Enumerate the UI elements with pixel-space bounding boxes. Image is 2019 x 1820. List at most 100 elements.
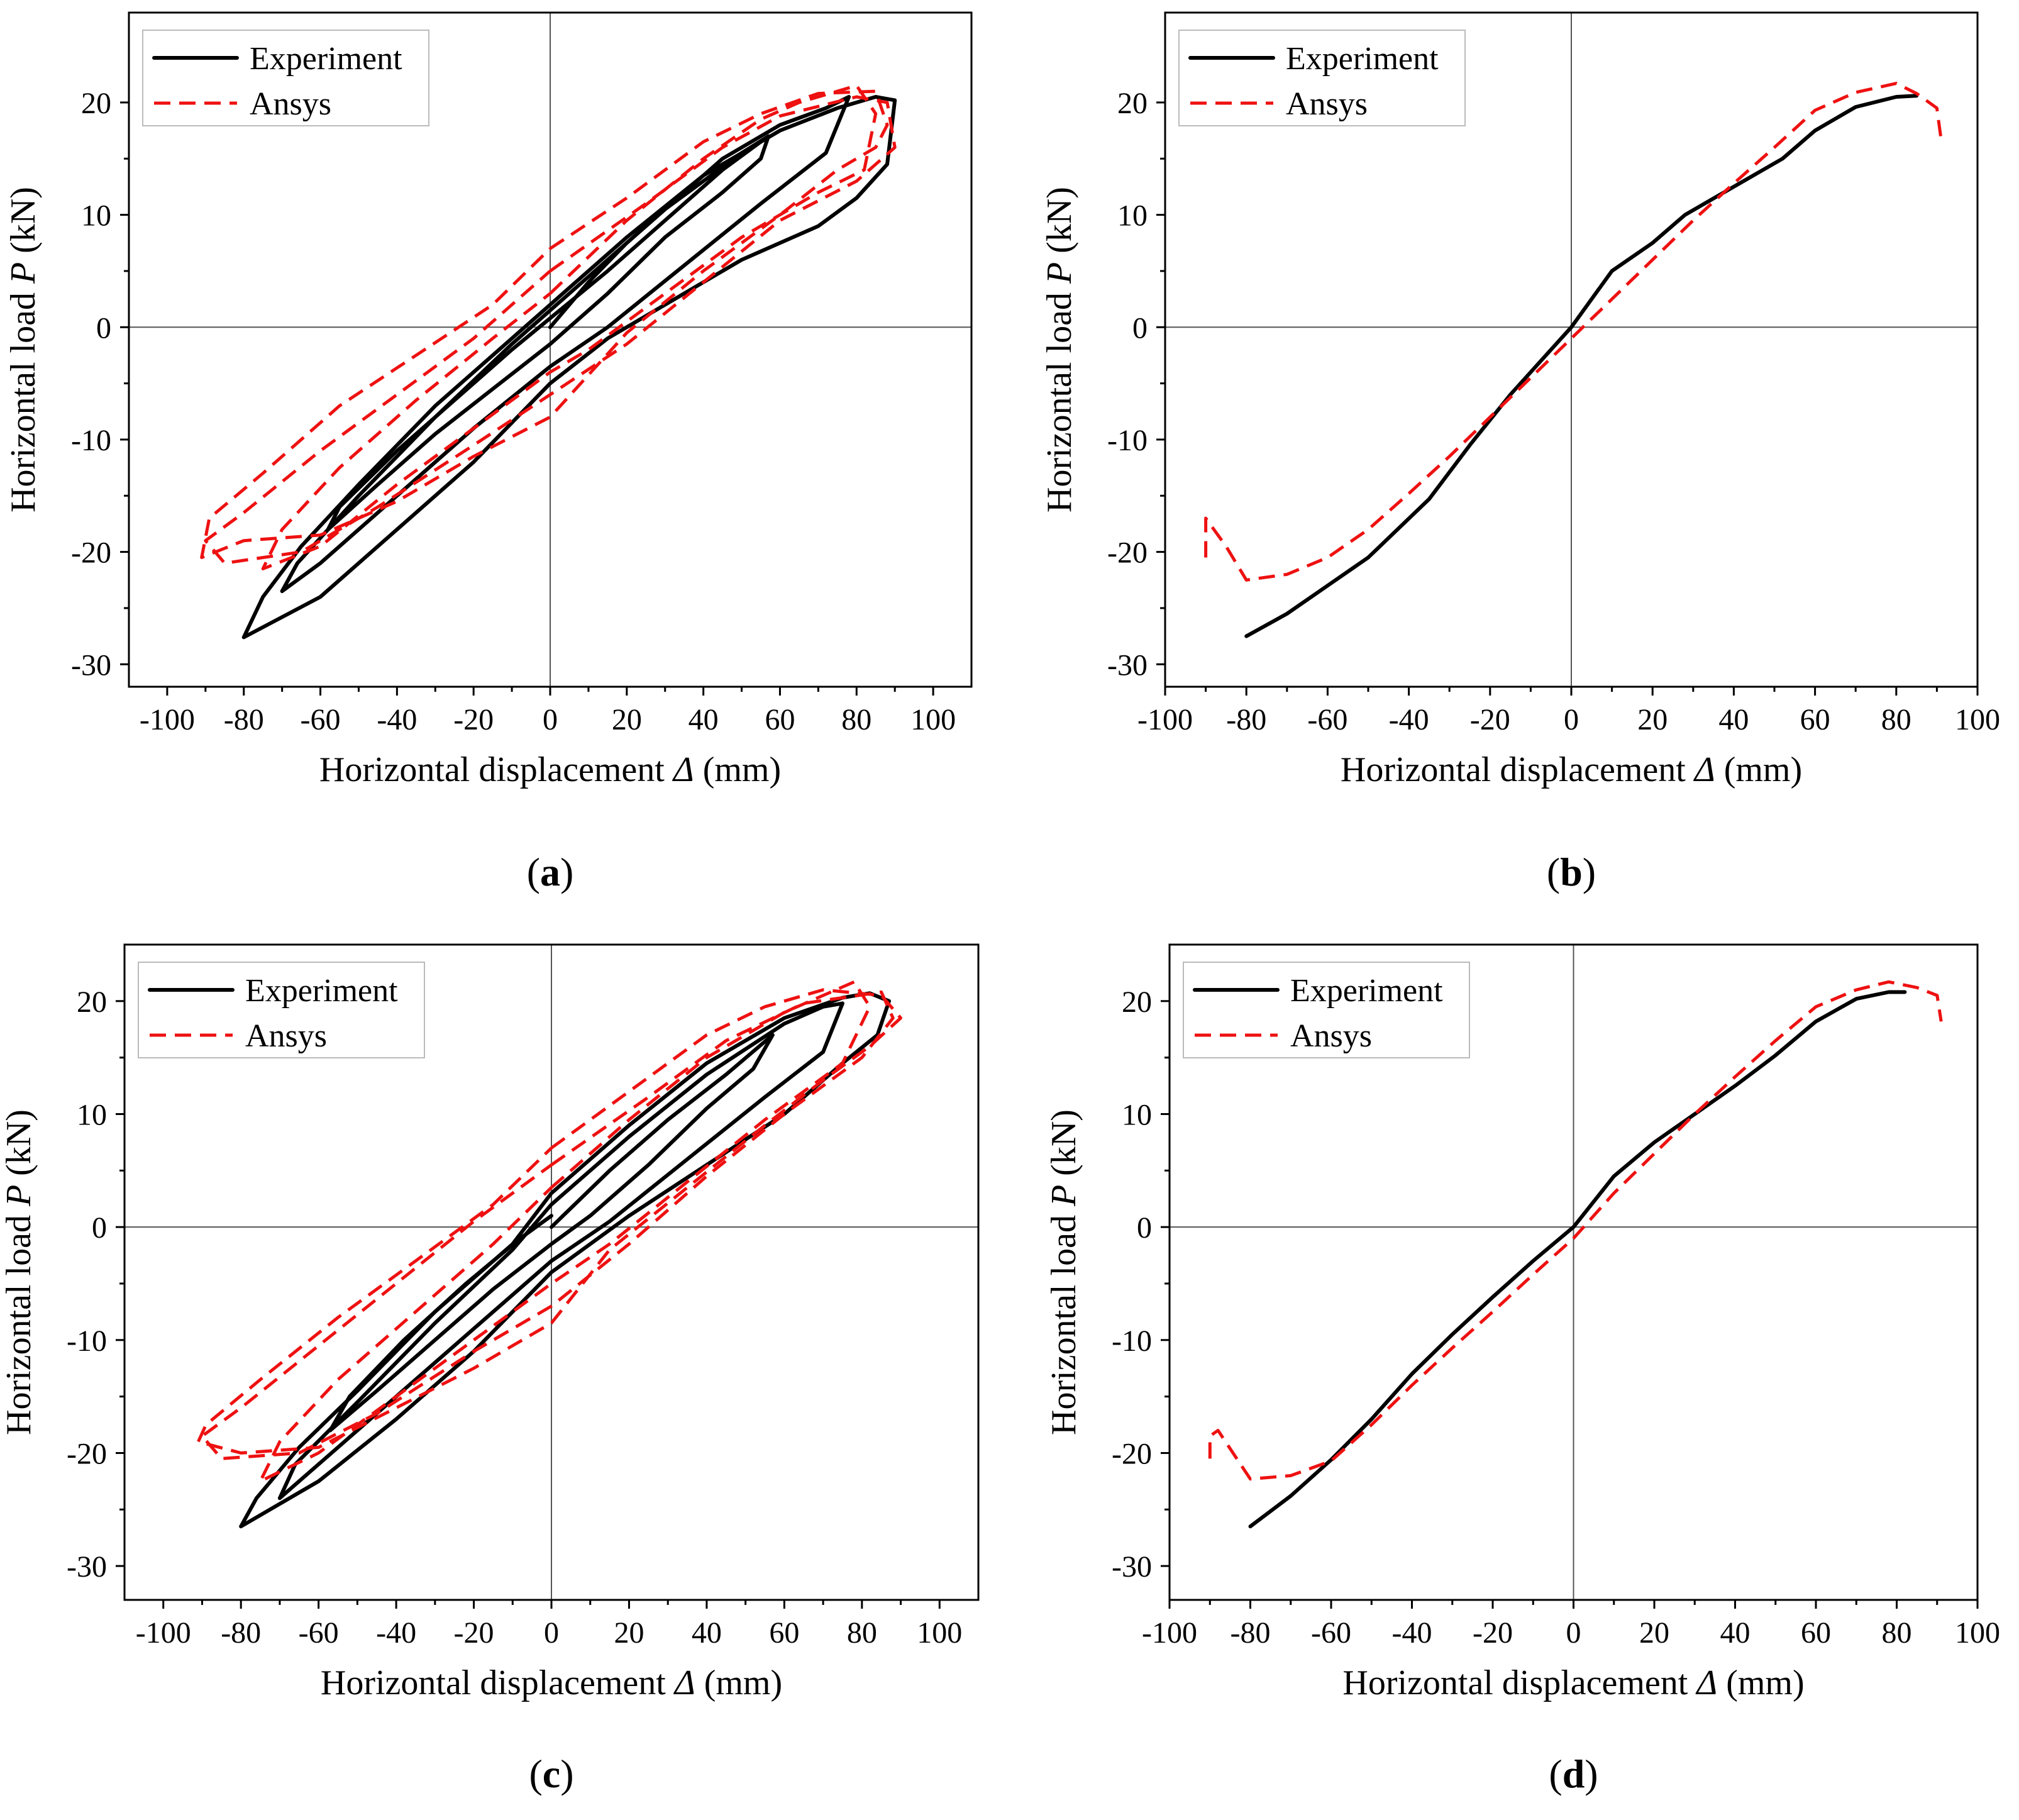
panel-d-ytick-label: 20 — [1122, 985, 1152, 1019]
panel-a-legend-box — [142, 30, 429, 126]
panel-d-ytick-label: -30 — [1112, 1550, 1152, 1584]
panel-b-legend: Experiment Ansys — [1178, 30, 1466, 126]
panels: -100 -80 -60 -40 -20 0 20 40 60 80 100-30-20-10010… — [0, 11, 2000, 1796]
panel-a-ytick-label: -10 — [71, 424, 111, 457]
panel-b-experiment-curve-1 — [1244, 94, 1919, 638]
panel-a-legend-label-ansys: Ansys — [250, 86, 331, 122]
panel-d-legend: Experiment Ansys — [1183, 962, 1470, 1058]
panel-a: -100 -80 -60 -40 -20 0 20 40 60 80 100-30-20-10010… — [4, 11, 973, 894]
panel-b-legend-label-ansys: Ansys — [1286, 86, 1368, 122]
panel-d-x-axis-title: Horizontal displacement Δ (mm) — [1342, 1663, 1804, 1702]
panel-c-xtick-label: 100 — [917, 1616, 962, 1650]
panel-c-experiment-curve-1 — [328, 1033, 775, 1433]
panel-a-ansys-curve-2 — [204, 95, 897, 565]
panel-a-series-ansys — [200, 84, 897, 570]
panel-c-xtick-label: -60 — [299, 1616, 339, 1650]
panel-b-legend-box — [1178, 30, 1466, 126]
panel-a-experiment-curve-1 — [326, 134, 771, 531]
panel-c-ansys-curve-2 — [201, 990, 895, 1460]
panel-d-xtick-label: 100 — [1955, 1616, 2000, 1650]
panel-c-ytick-label: 10 — [77, 1098, 107, 1131]
panel-a-ansys-curve-3 — [200, 89, 889, 559]
panel-b-y-axis-title: Horizontal load P (kN) — [1040, 187, 1079, 513]
panel-b-ytick-label: 10 — [1117, 199, 1148, 233]
panel-c-ansys-curve-3 — [196, 988, 902, 1455]
panel-d-label: (d) — [1549, 1751, 1598, 1796]
panel-a-x-axis-title: Horizontal displacement Δ (mm) — [319, 750, 781, 789]
panel-d-legend-label-experiment: Experiment — [1290, 973, 1443, 1009]
panel-c-x-axis-title: Horizontal displacement Δ (mm) — [321, 1663, 782, 1702]
panel-d-y-axis-title: Horizontal load P (kN) — [1044, 1109, 1083, 1435]
panel-a-experiment-curve-3 — [241, 95, 897, 640]
panel-c-ytick-label: -20 — [67, 1437, 107, 1470]
panel-d-series-ansys — [1208, 980, 1943, 1481]
panel-b-ansys-curve-1 — [1204, 82, 1943, 582]
panel-a-xtick-label: 0 — [543, 703, 558, 736]
panel-d-legend-box — [1183, 962, 1470, 1058]
panel-c: -100 -80 -60 -40 -20 0 20 40 60 80 100-30-20-10010… — [0, 943, 980, 1796]
panel-d-xtick-label: -80 — [1231, 1616, 1271, 1650]
panel-a-y-axis-title: Horizontal load P (kN) — [4, 187, 43, 513]
panel-c-xtick-label: 60 — [769, 1616, 799, 1650]
panel-a-ytick-label: 0 — [96, 311, 111, 345]
panel-b-legend-label-experiment: Experiment — [1286, 41, 1439, 77]
panel-c-ytick-label: 20 — [77, 985, 107, 1019]
panel-d-xtick-label: -60 — [1311, 1616, 1351, 1650]
panel-b-xtick-label: -20 — [1470, 703, 1510, 736]
panel-d-series-experiment — [1248, 990, 1907, 1529]
panel-b-xtick-label: -40 — [1389, 703, 1429, 736]
panel-b-series-ansys — [1204, 82, 1943, 582]
panel-b-x-axis-title: Horizontal displacement Δ (mm) — [1341, 750, 1802, 789]
panel-b-xtick-label: -60 — [1307, 703, 1347, 736]
panel-c-legend-box — [138, 962, 425, 1058]
panel-b-xtick-label: 40 — [1718, 703, 1749, 736]
panel-b-xtick-label: 20 — [1637, 703, 1668, 736]
panel-d-ansys-curve-1 — [1208, 980, 1943, 1481]
panel-c-xtick-label: 20 — [614, 1616, 644, 1650]
panel-a-legend-label-experiment: Experiment — [250, 41, 402, 77]
panel-b-xtick-label: 80 — [1881, 703, 1911, 736]
panel-a-label: (a) — [527, 850, 574, 894]
panel-b-label: (b) — [1547, 850, 1596, 894]
panel-a-xtick-label: 40 — [689, 703, 719, 736]
panel-d-xtick-label: 80 — [1882, 1616, 1912, 1650]
panel-c-legend-label-ansys: Ansys — [245, 1018, 327, 1054]
panel-c-ytick-label: -10 — [67, 1324, 107, 1358]
panel-d-experiment-curve-1 — [1248, 990, 1907, 1529]
panel-d-xtick-label: -100 — [1142, 1616, 1197, 1650]
panel-c-experiment-curve-2 — [277, 1001, 844, 1501]
panel-a-experiment-curve-2 — [280, 95, 851, 594]
panel-c-xtick-label: 80 — [847, 1616, 877, 1650]
panel-a-xtick-label: -20 — [453, 703, 494, 736]
panel-b-ytick-label: 20 — [1117, 87, 1148, 120]
panel-d: -100 -80 -60 -40 -20 0 20 40 60 80 100-30-20-10010… — [1044, 943, 2000, 1796]
panel-d-xtick-label: 20 — [1639, 1616, 1669, 1650]
panel-a-xtick-label: -100 — [140, 703, 195, 736]
panel-b-ytick-label: -30 — [1107, 648, 1148, 682]
panel-c-xtick-label: -80 — [221, 1616, 261, 1650]
panel-b-ytick-label: -10 — [1107, 424, 1148, 457]
panel-b-xtick-label: 100 — [1955, 703, 2000, 736]
panel-a-xtick-label: -60 — [301, 703, 341, 736]
panel-a-ytick-label: 10 — [81, 199, 111, 233]
panel-b-ytick-label: 0 — [1132, 311, 1148, 345]
panel-d-xtick-label: -40 — [1392, 1616, 1432, 1650]
panel-d-xtick-label: 60 — [1801, 1616, 1831, 1650]
panel-c-xtick-label: 0 — [544, 1616, 559, 1650]
panel-a-legend: Experiment Ansys — [142, 30, 429, 126]
panel-d-ytick-label: -20 — [1112, 1437, 1152, 1470]
panel-b-xtick-label: 60 — [1800, 703, 1830, 736]
panel-b-ytick-label: -20 — [1107, 536, 1148, 570]
panel-b-xtick-label: -100 — [1137, 703, 1193, 736]
panel-c-legend-label-experiment: Experiment — [245, 973, 398, 1009]
panel-c-xtick-label: -100 — [136, 1616, 191, 1650]
panel-c-y-axis-title: Horizontal load P (kN) — [0, 1109, 38, 1435]
panel-d-ytick-label: -10 — [1112, 1324, 1152, 1358]
panel-c-experiment-curve-3 — [239, 991, 891, 1529]
panel-a-xtick-label: 20 — [612, 703, 642, 736]
panel-c-xtick-label: 40 — [692, 1616, 722, 1650]
panel-c-label: (c) — [529, 1751, 573, 1796]
panel-a-ytick-label: -20 — [71, 536, 111, 570]
panel-a-xtick-label: 80 — [841, 703, 871, 736]
